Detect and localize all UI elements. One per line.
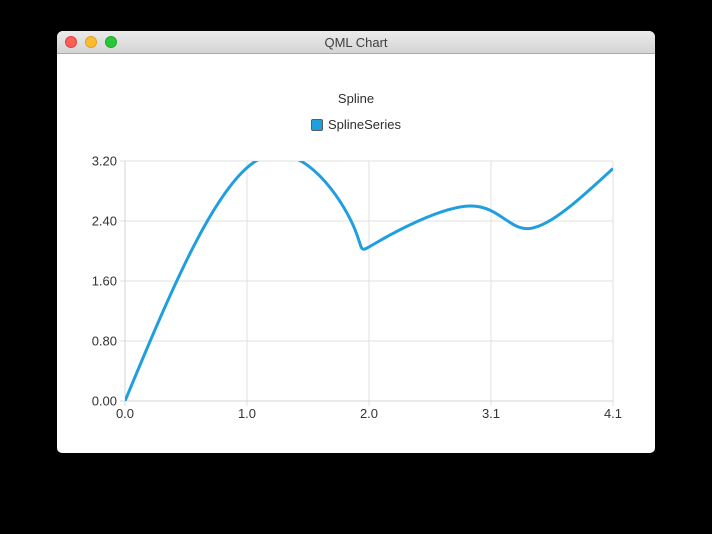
zoom-button[interactable]	[105, 36, 117, 48]
y-tick-label: 2.40	[92, 214, 117, 229]
chart-title: Spline	[337, 91, 375, 106]
x-tick-label: 1.0	[238, 406, 256, 421]
spline-series-path	[125, 161, 613, 401]
chart-legend: SplineSeries	[57, 117, 655, 132]
window-controls	[65, 36, 117, 48]
y-tick-label: 0.80	[92, 334, 117, 349]
legend-marker	[311, 118, 323, 131]
window-title: QML Chart	[324, 34, 388, 50]
x-tick-label: 0.0	[116, 406, 134, 421]
title-bar[interactable]: QML Chart	[57, 31, 655, 54]
plot-canvas: 0.00 0.80 1.60 2.40 3.20 0.0 1.0 2.0 3.1 4.1	[92, 154, 622, 422]
legend-label: SplineSeries	[328, 117, 401, 132]
app-window: QML Chart Spline SplineSeries 0.00 0.80 1.…	[57, 31, 655, 453]
y-tick-label: 1.60	[92, 274, 117, 289]
close-button[interactable]	[65, 36, 77, 48]
chart-view: Spline SplineSeries 0.00 0.80 1.60 2.40 3.20…	[57, 54, 655, 453]
minimize-button[interactable]	[85, 36, 97, 48]
y-tick-label: 0.00	[92, 394, 117, 409]
x-tick-label: 2.0	[360, 406, 378, 421]
x-tick-label: 3.1	[482, 406, 500, 421]
x-tick-label: 4.1	[604, 406, 622, 421]
y-tick-label: 3.20	[92, 154, 117, 169]
